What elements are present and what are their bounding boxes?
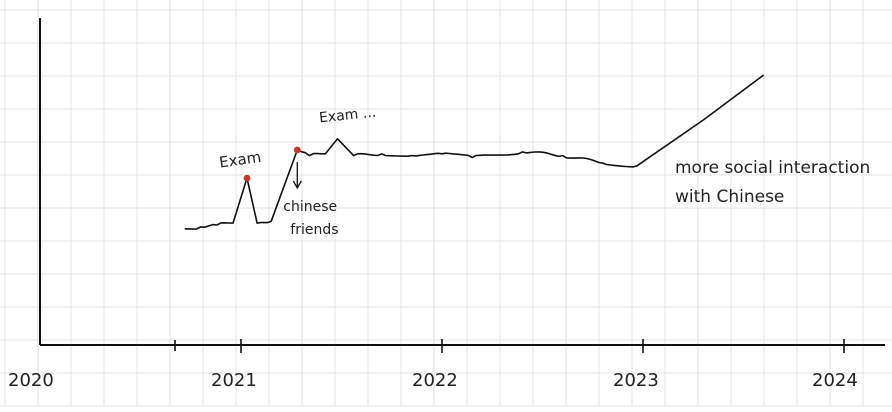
annotation-exam-dots: Exam ... — [318, 105, 377, 127]
annotation-social-line-1: more social interaction — [675, 158, 870, 178]
x-tick-label: 2021 — [211, 370, 257, 391]
annotation-social-line-2: with Chinese — [675, 187, 784, 207]
x-tick-label: 2024 — [812, 370, 858, 391]
highlight-point — [243, 174, 251, 182]
down-arrow-icon — [292, 162, 302, 190]
x-ticks: 2020 2021 2022 2023 2024 — [8, 339, 858, 391]
x-tick-label: 2020 — [8, 370, 54, 391]
highlight-point — [293, 146, 301, 154]
x-tick-label: 2023 — [613, 370, 659, 391]
x-tick-label: 2022 — [412, 370, 458, 391]
annotation-exam: Exam — [218, 148, 262, 172]
highlight-markers — [243, 146, 301, 182]
series-line — [184, 74, 765, 230]
annotation-friends-line-2: friends — [290, 222, 338, 238]
annotation-friends-line-1: chinese — [283, 199, 337, 215]
annotation-chinese-friends: chinese friends — [283, 162, 339, 238]
